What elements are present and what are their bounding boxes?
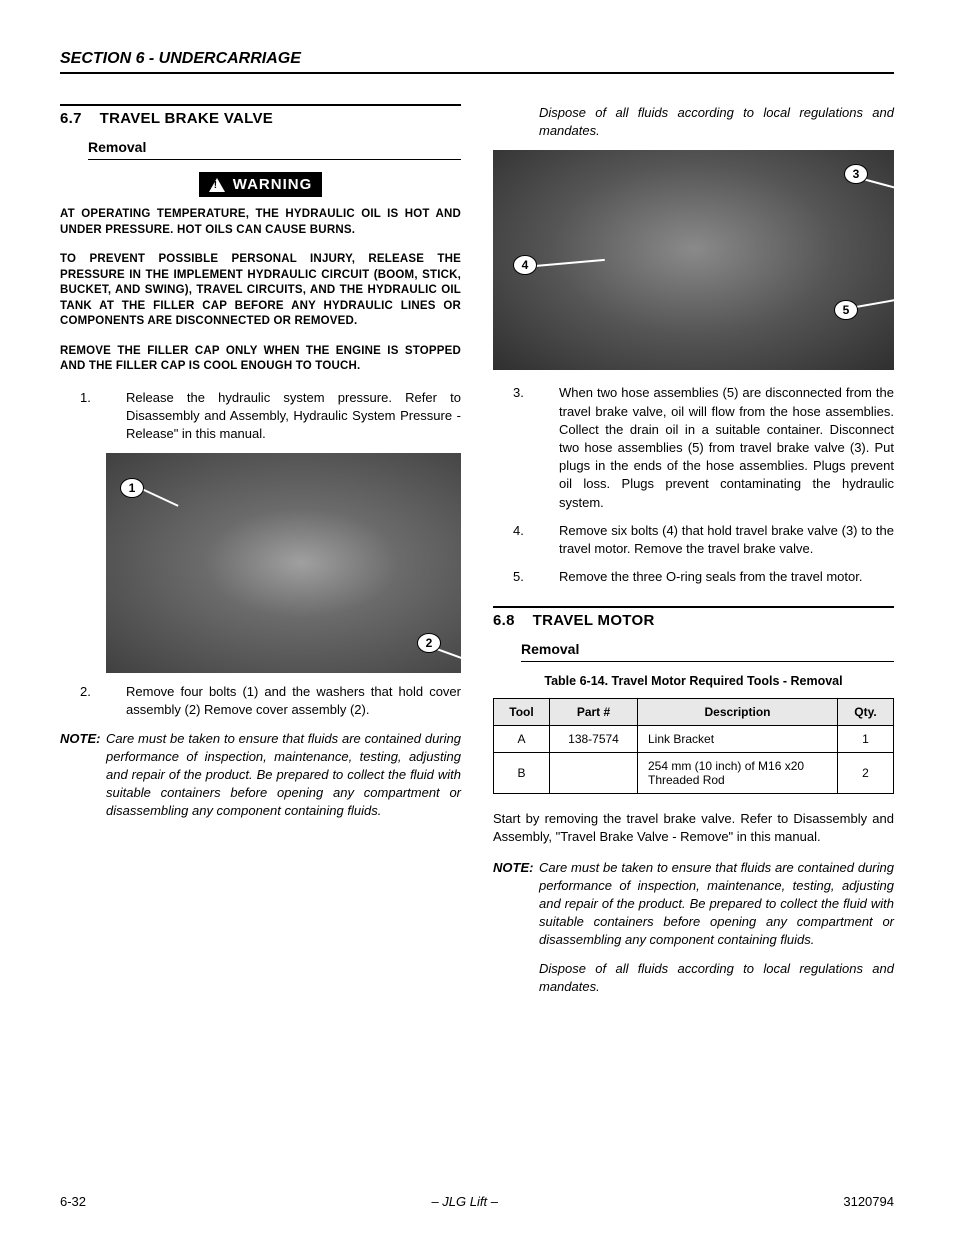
step-text: Remove the three O-ring seals from the t… [559, 568, 894, 586]
footer-center: – JLG Lift – [431, 1194, 497, 1209]
heading-6-7: 6.7 TRAVEL BRAKE VALVE [60, 104, 461, 127]
steps-list: 2. Remove four bolts (1) and the washers… [60, 683, 461, 719]
step-text: When two hose assemblies (5) are disconn… [559, 384, 894, 511]
step-number: 5. [493, 568, 559, 586]
step-number: 2. [60, 683, 126, 719]
figure-image [493, 150, 894, 370]
step-number: 4. [493, 522, 559, 558]
warning-paragraph-2: TO PREVENT POSSIBLE PERSONAL INJURY, REL… [60, 252, 461, 330]
step-text: Remove six bolts (4) that hold travel br… [559, 522, 894, 558]
warning-paragraph-3: REMOVE THE FILLER CAP ONLY WHEN THE ENGI… [60, 344, 461, 375]
step-number: 3. [493, 384, 559, 511]
note-text: Care must be taken to ensure that fluids… [106, 730, 461, 821]
left-column: 6.7 TRAVEL BRAKE VALVE Removal WARNING A… [60, 104, 461, 1006]
cell-tool: A [494, 726, 550, 753]
th-tool: Tool [494, 699, 550, 726]
note-label: NOTE: [60, 730, 106, 821]
section-header: SECTION 6 - UNDERCARRIAGE [60, 50, 894, 74]
note-label: NOTE: [493, 859, 539, 950]
dispose-note: Dispose of all fluids according to local… [539, 104, 894, 140]
cell-part: 138-7574 [550, 726, 638, 753]
steps-list: 3. When two hose assemblies (5) are disc… [493, 384, 894, 586]
page: SECTION 6 - UNDERCARRIAGE 6.7 TRAVEL BRA… [0, 0, 954, 1235]
note-text: Dispose of all fluids according to local… [539, 104, 894, 140]
doc-number: 3120794 [843, 1194, 894, 1209]
warning-text: WARNING [233, 176, 313, 193]
subheading-removal: Removal [521, 641, 894, 662]
figure-image [106, 453, 461, 673]
th-part: Part # [550, 699, 638, 726]
cell-qty: 2 [838, 753, 894, 794]
step-3: 3. When two hose assemblies (5) are disc… [493, 384, 894, 511]
step-2: 2. Remove four bolts (1) and the washers… [60, 683, 461, 719]
cell-desc: Link Bracket [638, 726, 838, 753]
note-text: Care must be taken to ensure that fluids… [539, 859, 894, 950]
note-text: Dispose of all fluids according to local… [539, 960, 894, 996]
dispose-note: Dispose of all fluids according to local… [539, 960, 894, 996]
table-row: A 138-7574 Link Bracket 1 [494, 726, 894, 753]
warning-triangle-icon [209, 178, 225, 192]
subheading-removal: Removal [88, 139, 461, 160]
heading-title: TRAVEL MOTOR [533, 612, 655, 629]
cell-part [550, 753, 638, 794]
right-column: Dispose of all fluids according to local… [493, 104, 894, 1006]
figure-2: 3 4 5 [493, 150, 894, 370]
heading-number: 6.7 [60, 110, 82, 127]
tools-table: Tool Part # Description Qty. A 138-7574 … [493, 698, 894, 794]
steps-list: 1. Release the hydraulic system pressure… [60, 389, 461, 444]
th-desc: Description [638, 699, 838, 726]
table-row: B 254 mm (10 inch) of M16 x20 Threaded R… [494, 753, 894, 794]
cell-desc: 254 mm (10 inch) of M16 x20 Threaded Rod [638, 753, 838, 794]
warning-paragraph-1: AT OPERATING TEMPERATURE, THE HYDRAULIC … [60, 207, 461, 238]
page-footer: 6-32 – JLG Lift – 3120794 [60, 1194, 894, 1209]
heading-6-8: 6.8 TRAVEL MOTOR [493, 606, 894, 629]
page-number: 6-32 [60, 1194, 86, 1209]
step-5: 5. Remove the three O-ring seals from th… [493, 568, 894, 586]
note-block: NOTE: Care must be taken to ensure that … [493, 859, 894, 950]
heading-title: TRAVEL BRAKE VALVE [100, 110, 273, 127]
cell-tool: B [494, 753, 550, 794]
step-number: 1. [60, 389, 126, 444]
th-qty: Qty. [838, 699, 894, 726]
heading-number: 6.8 [493, 612, 515, 629]
warning-label: WARNING [60, 172, 461, 197]
step-4: 4. Remove six bolts (4) that hold travel… [493, 522, 894, 558]
two-column-layout: 6.7 TRAVEL BRAKE VALVE Removal WARNING A… [60, 104, 894, 1006]
table-header-row: Tool Part # Description Qty. [494, 699, 894, 726]
step-1: 1. Release the hydraulic system pressure… [60, 389, 461, 444]
step-text: Remove four bolts (1) and the washers th… [126, 683, 461, 719]
step-text: Release the hydraulic system pressure. R… [126, 389, 461, 444]
figure-1: 1 2 [106, 453, 461, 673]
cell-qty: 1 [838, 726, 894, 753]
note-block: NOTE: Care must be taken to ensure that … [60, 730, 461, 821]
table-title: Table 6-14. Travel Motor Required Tools … [493, 674, 894, 688]
paragraph: Start by removing the travel brake valve… [493, 810, 894, 846]
